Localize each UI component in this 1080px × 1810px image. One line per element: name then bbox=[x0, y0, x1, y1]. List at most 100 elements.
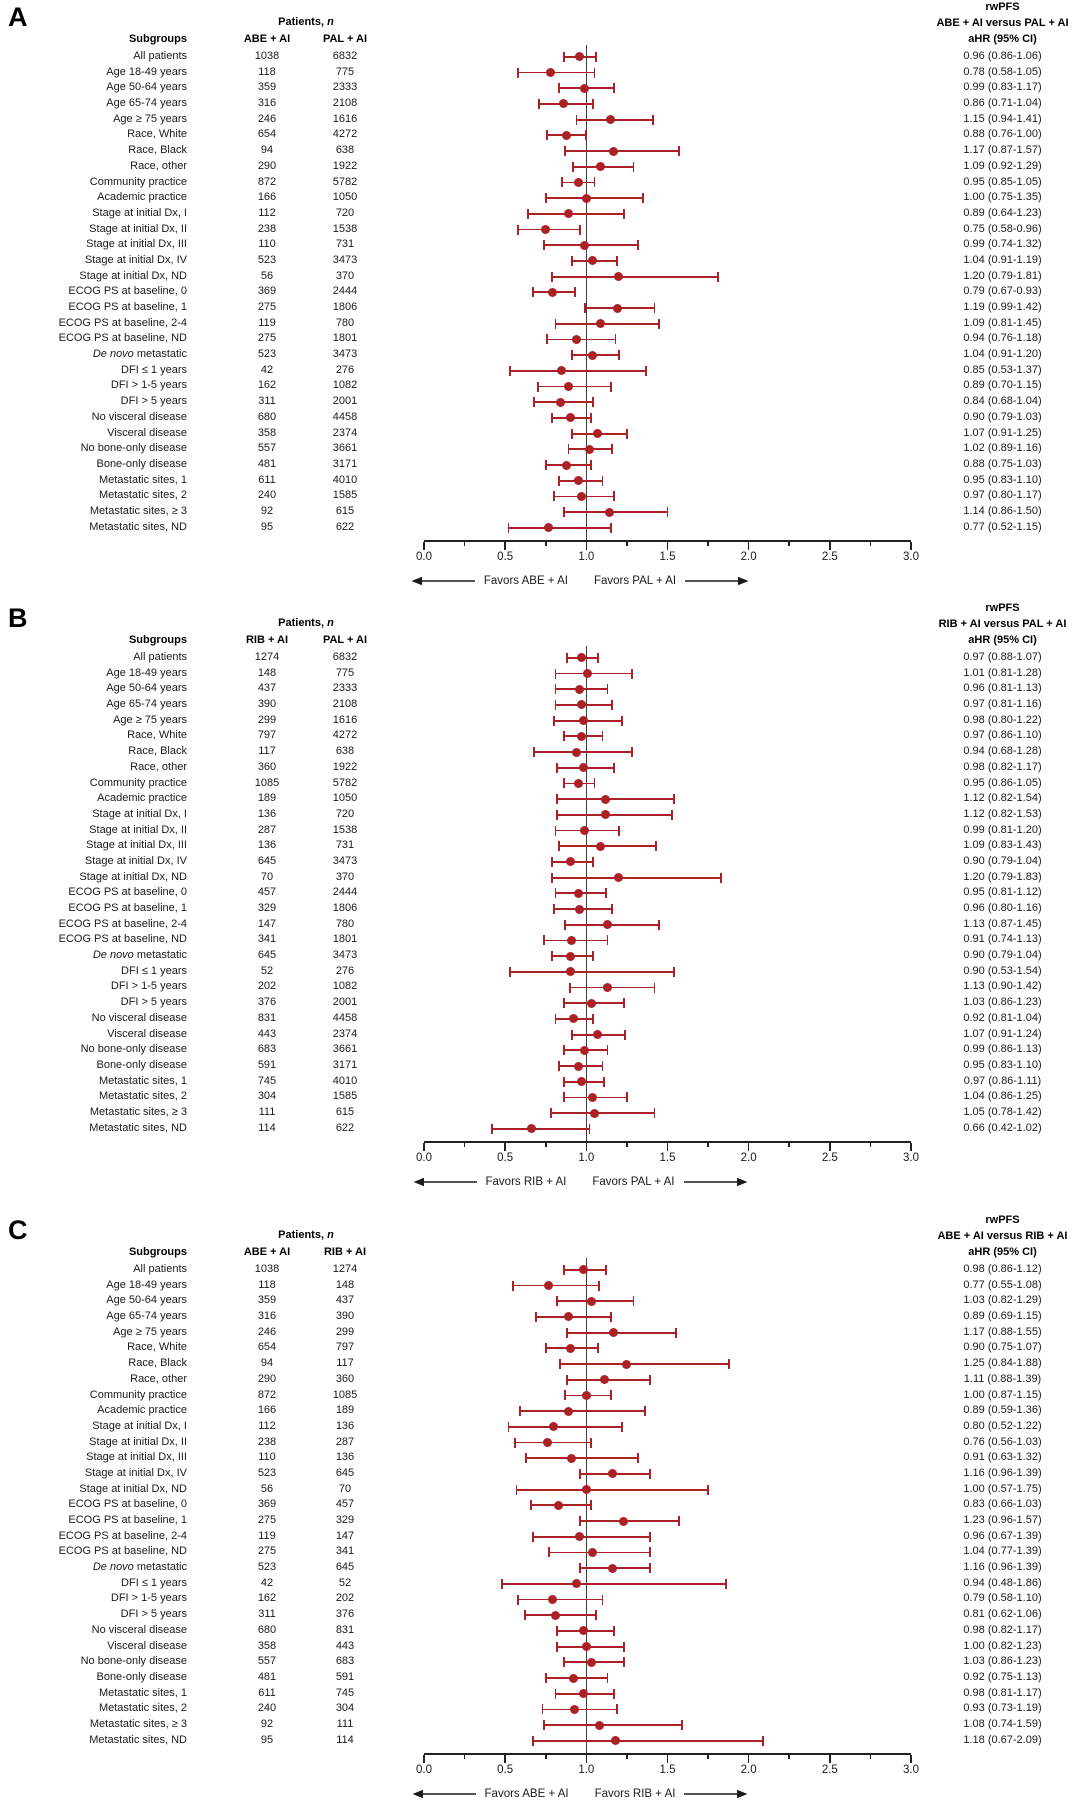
ci-cap-high bbox=[621, 1421, 623, 1432]
n-col1-value: 481 bbox=[257, 1670, 277, 1683]
ci-bar bbox=[527, 212, 624, 215]
ci-cap-low bbox=[554, 699, 557, 710]
ci-cap-high bbox=[591, 951, 594, 962]
ci-cap-high bbox=[622, 1641, 625, 1652]
ci-cap-high bbox=[591, 98, 594, 109]
axis-major-tick bbox=[423, 1142, 425, 1151]
ci-cap-low bbox=[509, 966, 511, 977]
ci-cap-low bbox=[562, 1264, 565, 1275]
table-row: Metastatic sites, ND 114 622 0.66 (0.42-1.0… bbox=[0, 1121, 1080, 1137]
ci-cap-high bbox=[655, 841, 658, 852]
subgroup-label: Metastatic sites, ≥ 3 bbox=[89, 1717, 187, 1730]
axis-line bbox=[424, 1141, 911, 1143]
table-row: Race, White 797 4272 0.97 (0.86-1.10) bbox=[0, 728, 1080, 744]
subgroup-label: Metastatic sites, 2 bbox=[98, 1090, 187, 1103]
ci-cap-high bbox=[671, 809, 674, 820]
favors-left-label: Favors ABE + AI bbox=[484, 1788, 569, 1800]
n-col2-value: 2333 bbox=[332, 682, 358, 695]
panel-a: A Patients, n Subgroups ABE + AI PAL + A… bbox=[0, 0, 1080, 601]
hr-point bbox=[586, 1296, 596, 1306]
table-row: DFI > 5 years 311 2001 0.84 (0.68-1.04) bbox=[0, 394, 1080, 410]
n-col1-value: 481 bbox=[257, 457, 277, 470]
subgroup-label: Metastatic sites, ≥ 3 bbox=[89, 504, 187, 517]
forest-plot-area bbox=[424, 1258, 911, 1753]
ahr-value: 1.12 (0.82-1.54) bbox=[963, 792, 1042, 805]
n-col2-value: 4010 bbox=[332, 473, 358, 486]
n-col2-value: 1801 bbox=[332, 933, 358, 946]
ci-cap-high bbox=[611, 904, 614, 915]
table-row: Stage at initial Dx, IV 523 3473 1.04 (0.91… bbox=[0, 253, 1080, 269]
subgroups-header: Subgroups bbox=[128, 1246, 187, 1258]
ci-cap-low bbox=[543, 240, 546, 251]
axis-tick-label: 2.0 bbox=[740, 1152, 757, 1164]
n-col2-value: 341 bbox=[335, 1545, 355, 1558]
forest-plot-area bbox=[424, 646, 911, 1141]
hr-point bbox=[541, 225, 551, 235]
panel-b-letter: B bbox=[8, 603, 28, 633]
ci-cap-low bbox=[549, 1108, 552, 1119]
hr-point bbox=[580, 240, 590, 250]
ci-cap-high bbox=[606, 1045, 609, 1056]
ci-cap-low bbox=[544, 1673, 547, 1684]
table-row: Race, other 290 1922 1.09 (0.92-1.29) bbox=[0, 159, 1080, 175]
ci-cap-low bbox=[501, 1578, 503, 1589]
ci-cap-high bbox=[588, 1123, 591, 1134]
table-row: ECOG PS at baseline, 2-4 147 780 1.13 (0.87… bbox=[0, 917, 1080, 933]
n-col2-value: 2001 bbox=[332, 395, 358, 408]
ci-bar bbox=[510, 970, 674, 973]
ahr-value: 0.99 (0.74-1.32) bbox=[963, 238, 1042, 251]
ahr-value: 0.90 (0.79-1.03) bbox=[963, 410, 1042, 423]
ci-cap-low bbox=[531, 287, 534, 298]
ci-cap-high bbox=[681, 1720, 683, 1731]
table-row: Stage at initial Dx, I 112 136 0.80 (0.52-1… bbox=[0, 1419, 1080, 1435]
hr-point bbox=[563, 1312, 573, 1322]
ci-bar bbox=[560, 1363, 730, 1365]
ci-cap-high bbox=[622, 998, 625, 1009]
n-col1-value: 118 bbox=[258, 1278, 276, 1291]
ci-cap-high bbox=[609, 1311, 612, 1322]
ci-bar bbox=[501, 1582, 726, 1585]
table-row: Community practice 1085 5782 0.95 (0.86-1.0… bbox=[0, 776, 1080, 792]
subgroup-label: Community practice bbox=[89, 1388, 187, 1401]
ci-bar bbox=[565, 923, 660, 926]
ci-cap-low bbox=[518, 1406, 521, 1417]
subgroup-label: Bone-only disease bbox=[96, 1058, 187, 1071]
ahr-value: 1.25 (0.84-1.88) bbox=[963, 1357, 1042, 1370]
ahr-value: 0.83 (0.66-1.03) bbox=[963, 1498, 1042, 1511]
ci-cap-high bbox=[613, 1625, 615, 1636]
ci-cap-high bbox=[611, 444, 614, 455]
ci-cap-low bbox=[567, 444, 570, 455]
ahr-value: 1.00 (0.75-1.35) bbox=[963, 191, 1042, 204]
n-col1-value: 872 bbox=[257, 175, 277, 188]
outcome-header: rwPFS bbox=[985, 1, 1020, 13]
ahr-value: 1.16 (0.96-1.39) bbox=[963, 1466, 1042, 1479]
subgroup-label: De novo metastatic bbox=[92, 949, 187, 962]
ahr-value: 1.17 (0.87-1.57) bbox=[963, 144, 1042, 157]
ci-cap-low bbox=[565, 1374, 568, 1385]
ci-cap-low bbox=[562, 1092, 565, 1103]
table-row: Community practice 872 5782 0.95 (0.85-1.05… bbox=[0, 175, 1080, 191]
n-col2-value: 4272 bbox=[332, 128, 358, 141]
axis-major-tick bbox=[666, 541, 669, 550]
n-col2-value: 1806 bbox=[332, 902, 358, 914]
ci-bar bbox=[552, 275, 718, 278]
subgroup-label: Age 65-74 years bbox=[106, 97, 187, 110]
hr-point bbox=[573, 778, 583, 788]
ci-cap-high bbox=[613, 491, 615, 502]
axis-tick-label: 0.0 bbox=[416, 1764, 432, 1776]
ahr-value: 1.17 (0.88-1.55) bbox=[963, 1325, 1042, 1338]
n-col1-value: 523 bbox=[257, 253, 277, 266]
subgroup-label: DFI > 5 years bbox=[120, 1608, 187, 1621]
n-col2-value: 376 bbox=[335, 1608, 355, 1621]
axis-tick-label: 1.5 bbox=[659, 1152, 676, 1164]
ahr-value: 0.66 (0.42-1.02) bbox=[963, 1121, 1042, 1134]
axis-minor-tick bbox=[788, 1142, 791, 1147]
ahr-value: 0.79 (0.67-0.93) bbox=[963, 285, 1042, 298]
hr-point bbox=[588, 256, 598, 266]
n-col2-value: 304 bbox=[335, 1702, 355, 1715]
hr-point bbox=[544, 523, 554, 533]
favors-legend: Favors ABE + AI Favors RIB + AI bbox=[330, 1784, 830, 1804]
n-col1-value: 745 bbox=[257, 1074, 277, 1087]
ahr-value: 0.76 (0.56-1.03) bbox=[963, 1435, 1042, 1448]
